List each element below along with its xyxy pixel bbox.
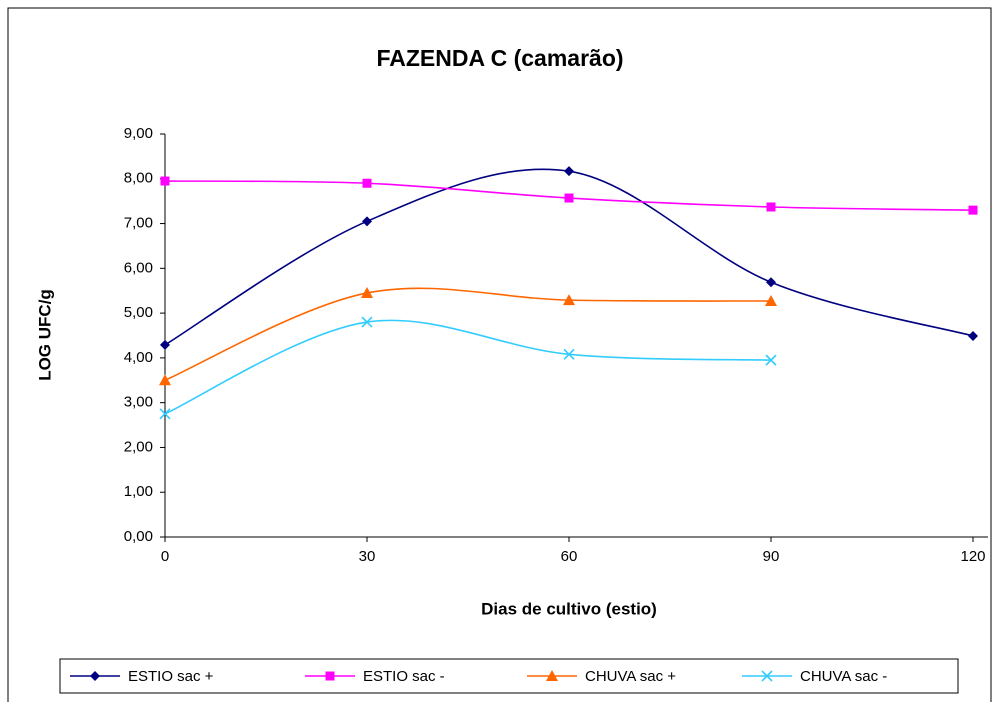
legend-marker	[546, 670, 558, 681]
legend-box	[59, 658, 959, 694]
y-tick-label: 6,00	[124, 259, 153, 276]
legend-marker	[90, 671, 100, 681]
data-point	[362, 178, 372, 188]
legend-label: CHUVA sac -	[800, 668, 887, 685]
chart-frame	[7, 7, 992, 702]
data-point	[563, 348, 575, 360]
data-point	[362, 216, 372, 227]
chart-title: FAZENDA C (camarão)	[376, 45, 623, 71]
y-tick-label: 0,00	[124, 528, 153, 545]
y-tick-label: 4,00	[124, 349, 153, 366]
data-point	[765, 295, 777, 307]
y-tick-label: 3,00	[124, 394, 153, 411]
x-tick-label: 0	[161, 548, 169, 565]
data-point	[160, 176, 170, 186]
data-point	[968, 205, 978, 215]
x-tick-label: 30	[359, 548, 376, 565]
legend-marker	[761, 670, 773, 682]
series-line	[164, 287, 772, 382]
data-point	[361, 316, 373, 328]
data-point	[563, 294, 575, 306]
legend-label: ESTIO sac +	[128, 668, 214, 685]
data-point	[765, 354, 777, 366]
data-point	[564, 166, 574, 177]
y-tick-label: 7,00	[124, 215, 153, 232]
data-point	[564, 193, 574, 203]
data-point	[159, 374, 171, 386]
data-point	[159, 408, 171, 420]
y-tick-label: 9,00	[124, 125, 153, 142]
data-point	[160, 339, 170, 350]
y-tick-label: 8,00	[124, 170, 153, 187]
data-point	[766, 202, 776, 212]
legend-marker	[325, 671, 335, 681]
data-point	[766, 277, 776, 288]
y-tick-label: 1,00	[124, 483, 153, 500]
x-tick-label: 90	[763, 548, 780, 565]
series-line	[164, 319, 772, 415]
y-axis-label: LOG UFC/g	[35, 289, 54, 381]
x-tick-label: 120	[960, 548, 985, 565]
legend-label: ESTIO sac -	[363, 668, 445, 685]
legend-label: CHUVA sac +	[585, 668, 676, 685]
y-tick-label: 2,00	[124, 438, 153, 455]
y-tick-label: 5,00	[124, 304, 153, 321]
data-point	[361, 286, 373, 298]
x-axis-label: Dias de cultivo (estio)	[481, 599, 657, 618]
x-tick-label: 60	[561, 548, 578, 565]
data-point	[968, 330, 978, 341]
